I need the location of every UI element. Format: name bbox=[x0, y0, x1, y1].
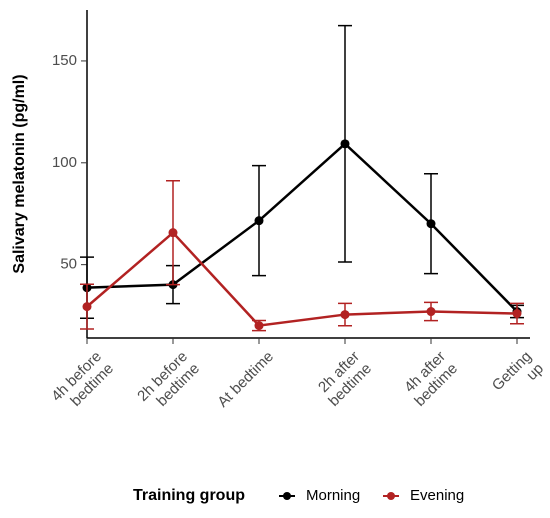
legend-title: Training group bbox=[133, 487, 245, 504]
y-tick-label: 100 bbox=[52, 154, 77, 171]
point bbox=[340, 139, 350, 149]
series-line bbox=[86, 230, 518, 327]
point bbox=[254, 216, 264, 226]
y-tick-label: 150 bbox=[52, 52, 77, 69]
legend-label: Morning bbox=[306, 487, 360, 504]
y-axis-label: Salivary melatonin (pg/ml) bbox=[11, 74, 28, 273]
y-tick-label: 50 bbox=[60, 256, 77, 273]
legend-key bbox=[387, 492, 395, 500]
point bbox=[254, 321, 264, 331]
point bbox=[340, 310, 350, 320]
point bbox=[82, 302, 92, 312]
point bbox=[426, 219, 436, 229]
legend-label: Evening bbox=[410, 487, 464, 504]
point bbox=[426, 307, 436, 317]
series-line bbox=[86, 142, 518, 313]
legend-key bbox=[283, 492, 291, 500]
point bbox=[168, 228, 178, 238]
point bbox=[512, 309, 522, 319]
